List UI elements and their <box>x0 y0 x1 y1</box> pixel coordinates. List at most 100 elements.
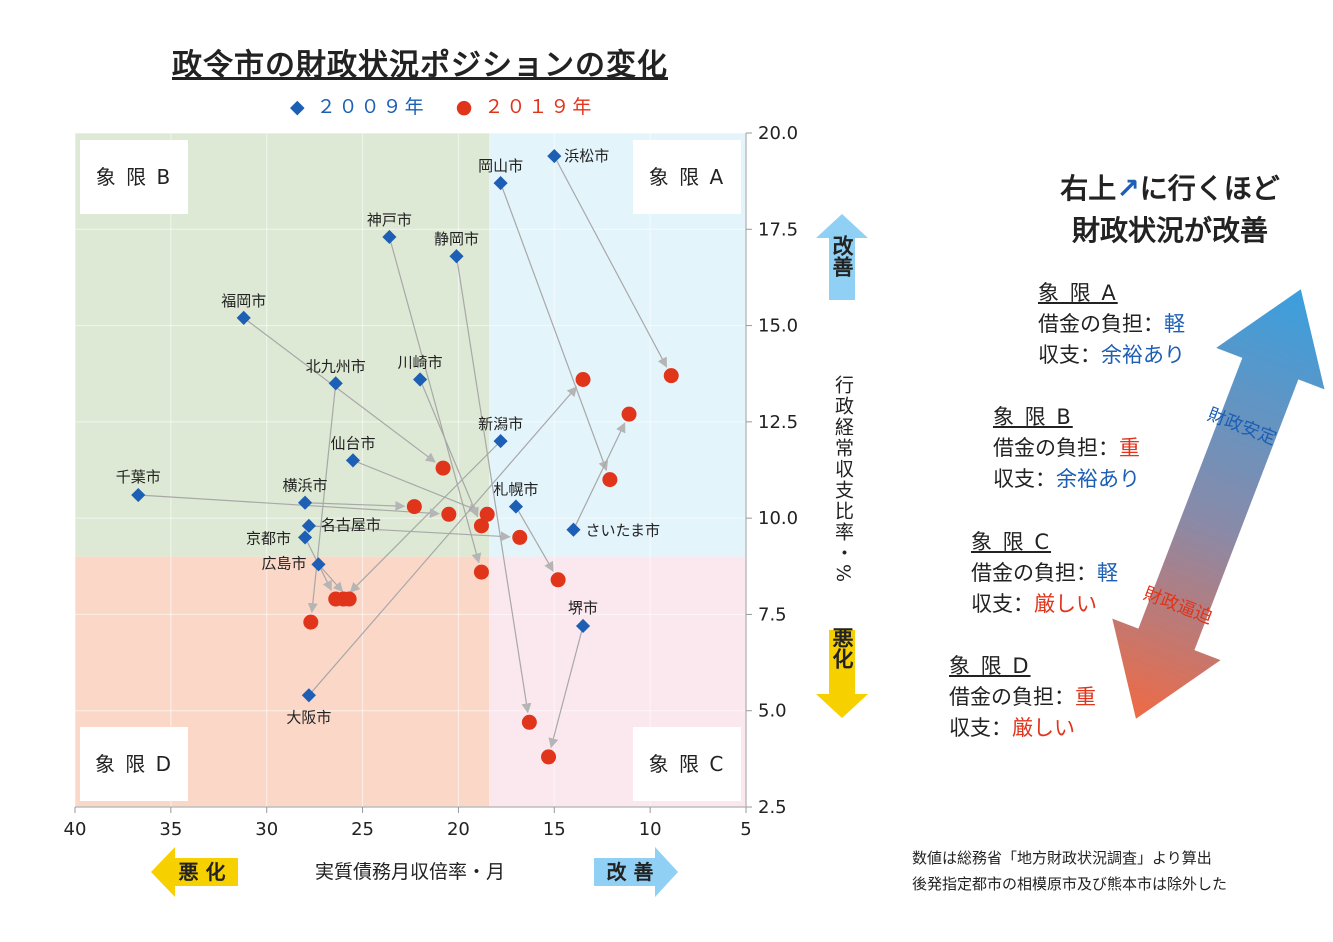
legend-2019: ● ２０１９年 <box>455 96 595 118</box>
city-label: 札幌市 <box>493 481 538 499</box>
point-2009 <box>236 310 251 325</box>
city-label: 岡山市 <box>478 157 523 175</box>
balance-value: 余裕あり <box>1101 343 1185 367</box>
city-label: 堺市 <box>568 599 598 617</box>
point-2009 <box>297 495 313 510</box>
change-arrow <box>305 500 406 511</box>
quadrant-c-desc: 象 限 C 借金の負担：軽 収支：厳しい <box>971 527 1118 620</box>
quadrant-d-label: 象 限 D <box>95 752 173 776</box>
quadrant-a-box <box>633 140 741 214</box>
quadrant-d-desc: 象 限 D 借金の負担：重 収支：厳しい <box>949 651 1096 744</box>
legend-2009: ◆ ２００９年 <box>290 96 427 118</box>
quadrant-a-label: 象 限 A <box>649 165 725 189</box>
point-2019 <box>473 518 489 534</box>
y-bad-label: 悪化 <box>830 627 854 669</box>
x-tick-label: 25 <box>351 819 374 840</box>
y-good-label: 改善 <box>830 234 854 278</box>
quadrant-c-label: 象 限 C <box>649 752 726 776</box>
point-2009 <box>575 618 591 634</box>
point-2019 <box>521 714 537 730</box>
down-arrow-icon <box>816 630 868 718</box>
quadrant-b-desc: 象 限 B 借金の負担：重 収支：余裕あり <box>993 402 1140 495</box>
point-2009 <box>311 557 326 572</box>
balance-value: 余裕あり <box>1056 467 1140 491</box>
x-axis-label: 実質債務月収倍率・月 <box>315 861 505 883</box>
x-tick-label: 20 <box>447 819 470 840</box>
debt-value: 重 <box>1119 436 1140 460</box>
up-right-arrow-icon: ↗ <box>1116 172 1140 205</box>
debt-label: 借金の負担： <box>1038 312 1164 336</box>
legend: ◆ ２００９年 ● ２０１９年 <box>290 92 614 119</box>
debt-label: 借金の負担： <box>993 436 1119 460</box>
quadrant-d-name: 象 限 D <box>949 654 1031 678</box>
source-note-line1: 数値は総務省「地方財政状況調査」より算出 <box>912 849 1212 867</box>
change-arrow <box>419 379 479 518</box>
left-arrow-icon <box>151 847 238 897</box>
balance-label: 収支： <box>971 592 1034 616</box>
point-2009 <box>413 372 428 387</box>
city-label: 静岡市 <box>434 230 479 248</box>
x-bad-label: 悪 化 <box>179 860 226 884</box>
point-2019 <box>575 371 591 387</box>
quadrant-b-name: 象 限 B <box>993 405 1073 429</box>
debt-value: 軽 <box>1097 561 1118 585</box>
debt-label: 借金の負担： <box>949 685 1075 709</box>
y-tick-label: 12.5 <box>758 412 798 433</box>
side-title-line2: 財政状況が改善 <box>1071 214 1268 247</box>
quadrant-b-box <box>80 140 188 214</box>
point-2019 <box>663 368 679 384</box>
right-arrow-icon <box>594 847 678 897</box>
balance-value: 厳しい <box>1034 592 1097 616</box>
x-tick-label: 35 <box>159 819 182 840</box>
source-note-line2: 後発指定都市の相模原市及び熊本市は除外した <box>912 875 1228 893</box>
change-arrow <box>352 459 479 512</box>
city-label: 広島市 <box>261 554 306 572</box>
y-axis-label: 行政経常収支比率・% <box>832 375 854 584</box>
point-2009 <box>382 229 397 245</box>
x-tick-label: 10 <box>639 819 662 840</box>
change-arrow <box>553 155 668 368</box>
x-tick-label: 30 <box>255 819 278 840</box>
point-2019 <box>341 591 357 607</box>
y-tick-label: 2.5 <box>758 797 787 818</box>
x-good-label: 改 善 <box>607 860 654 884</box>
x-tick-label: 40 <box>64 819 87 840</box>
change-arrow <box>318 563 344 593</box>
city-label: 千葉市 <box>116 468 161 486</box>
balance-label: 収支： <box>1038 343 1101 367</box>
city-label: さいたま市 <box>585 522 660 540</box>
debt-value: 軽 <box>1164 312 1185 336</box>
point-2019 <box>602 472 618 488</box>
quadrant-a-desc: 象 限 A 借金の負担：軽 収支：余裕あり <box>1038 278 1185 371</box>
change-arrow <box>349 440 502 593</box>
point-2019 <box>473 564 489 580</box>
point-2019 <box>328 591 344 607</box>
city-label: 大阪市 <box>286 708 331 726</box>
change-arrow <box>388 236 482 564</box>
source-note: 数値は総務省「地方財政状況調査」より算出 後発指定都市の相模原市及び熊本市は除外… <box>912 845 1227 897</box>
change-arrow <box>308 525 511 542</box>
point-2019 <box>406 499 422 515</box>
point-2009 <box>566 522 581 537</box>
point-2009 <box>508 499 524 514</box>
y-tick-label: 15.0 <box>758 316 798 337</box>
point-2009 <box>449 249 464 264</box>
point-2009 <box>297 530 313 545</box>
double-arrow-icon <box>1112 289 1325 719</box>
city-label: 川崎市 <box>398 353 443 371</box>
point-2019 <box>512 529 528 545</box>
side-title: 右上↗に行くほど 財政状況が改善 <box>1010 168 1330 252</box>
change-arrow <box>243 317 436 463</box>
city-label: 北九州市 <box>306 357 366 375</box>
city-label: 名古屋市 <box>321 516 381 534</box>
x-tick-label: 5 <box>740 819 751 840</box>
side-title-part2: に行くほど <box>1139 172 1280 205</box>
balance-value: 厳しい <box>1012 716 1075 740</box>
y-tick-label: 5.0 <box>758 701 787 722</box>
city-label: 京都市 <box>246 529 291 547</box>
change-arrow <box>548 625 584 749</box>
point-2009 <box>493 175 508 191</box>
change-arrow <box>138 494 440 519</box>
quadrant-a-name: 象 限 A <box>1038 281 1118 305</box>
